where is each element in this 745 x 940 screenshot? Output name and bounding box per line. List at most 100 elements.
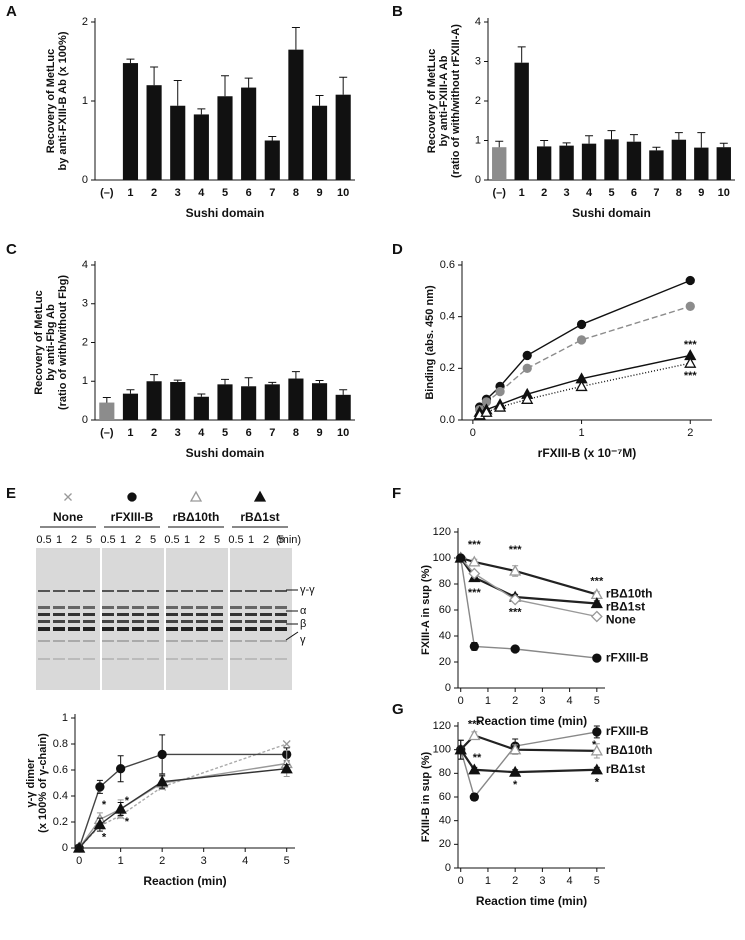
gel-band bbox=[275, 627, 287, 631]
x-axis-label: Sushi domain bbox=[572, 206, 651, 220]
bar bbox=[288, 378, 304, 420]
marker bbox=[509, 593, 522, 606]
gel-band bbox=[68, 590, 80, 592]
y-tick-label: 120 bbox=[433, 526, 451, 538]
gel-band bbox=[275, 620, 287, 623]
y-tick-label: 0.4 bbox=[53, 790, 68, 802]
y-tick-label: 20 bbox=[439, 838, 451, 850]
gel-band bbox=[68, 620, 80, 623]
gel-band bbox=[166, 658, 178, 660]
gel-band bbox=[211, 640, 223, 642]
gel-band bbox=[53, 590, 65, 592]
series-label: rBΔ10th bbox=[606, 587, 653, 601]
y-tick-label: 80 bbox=[439, 578, 451, 590]
gel-band bbox=[147, 627, 159, 631]
lane-label: 2 bbox=[263, 534, 269, 546]
bar bbox=[122, 63, 139, 180]
error-bar bbox=[197, 108, 206, 115]
x-axis-label: rFXIII-B (x 10⁻⁷M) bbox=[538, 446, 637, 460]
gel-band bbox=[245, 606, 257, 609]
error-bar bbox=[339, 76, 348, 95]
x-tick-label: 5 bbox=[594, 875, 600, 887]
x-tick-label: 2 bbox=[151, 187, 157, 199]
gel-band bbox=[102, 620, 114, 623]
lane-label: 5 bbox=[150, 534, 156, 546]
x-tick-label: 10 bbox=[718, 187, 730, 199]
gel-band bbox=[83, 590, 95, 592]
marker bbox=[282, 740, 291, 748]
bar bbox=[492, 147, 507, 180]
y-tick-label: 0.2 bbox=[53, 816, 68, 828]
bar bbox=[604, 139, 619, 180]
x-tick-label: 3 bbox=[201, 855, 207, 867]
marker bbox=[456, 553, 466, 563]
annotation: *** bbox=[468, 587, 482, 599]
legend-label: rBΔ1st bbox=[240, 510, 279, 524]
marker bbox=[468, 567, 481, 580]
y-axis-label: (ratio of with/without rFXIII-A) bbox=[450, 24, 462, 178]
marker bbox=[521, 392, 534, 404]
y-tick-label: 1 bbox=[82, 375, 88, 387]
marker bbox=[509, 743, 522, 755]
gel-band bbox=[38, 658, 50, 660]
x-tick-label: 2 bbox=[159, 855, 165, 867]
marker bbox=[493, 400, 507, 412]
y-tick-label: 1 bbox=[82, 95, 88, 107]
error-bar bbox=[221, 378, 229, 385]
marker bbox=[685, 301, 695, 311]
gel-band bbox=[181, 640, 193, 642]
gel-band bbox=[245, 620, 257, 623]
bar bbox=[264, 140, 280, 180]
marker bbox=[189, 490, 203, 502]
x-axis-label: Sushi domain bbox=[186, 446, 265, 460]
gel-band bbox=[83, 620, 95, 623]
gel-band bbox=[117, 590, 129, 592]
bar bbox=[217, 384, 233, 420]
gel-band bbox=[181, 606, 193, 609]
bar bbox=[146, 381, 162, 420]
error-bar bbox=[495, 140, 504, 148]
marker bbox=[522, 350, 532, 361]
y-axis-label: Recovery of MetLuc bbox=[45, 49, 57, 154]
gel-band bbox=[132, 620, 144, 623]
panel-label: F bbox=[392, 485, 401, 502]
x-tick-label: 4 bbox=[242, 855, 248, 867]
x-tick-label: 9 bbox=[316, 187, 322, 199]
panel-label: A bbox=[6, 3, 17, 20]
x-tick-label: 0 bbox=[470, 427, 476, 439]
y-tick-label: 0.0 bbox=[440, 414, 455, 426]
series-label: rBΔ10th bbox=[606, 743, 653, 757]
x-tick-label: 3 bbox=[539, 875, 545, 887]
gel-band bbox=[260, 590, 272, 592]
bar bbox=[335, 394, 351, 420]
bar bbox=[264, 384, 280, 420]
panel-label: E bbox=[6, 485, 16, 502]
lane-label: 0.5 bbox=[36, 534, 51, 546]
gel-band bbox=[245, 640, 257, 642]
gel-band bbox=[196, 590, 208, 592]
lane-label: 2 bbox=[71, 534, 77, 546]
gel-band bbox=[275, 590, 287, 592]
gel-band bbox=[166, 613, 178, 616]
bar bbox=[536, 146, 552, 180]
bar bbox=[217, 96, 233, 180]
gel-band bbox=[83, 606, 95, 609]
x-tick-label: 1 bbox=[127, 427, 133, 439]
gel-band bbox=[166, 590, 178, 592]
y-tick-label: 2 bbox=[82, 336, 88, 348]
gel-band bbox=[38, 590, 50, 592]
x-tick-label: 1 bbox=[118, 855, 124, 867]
gel-band bbox=[147, 640, 159, 642]
y-tick-label: 40 bbox=[439, 815, 451, 827]
error-bar bbox=[585, 135, 594, 144]
gel-band bbox=[83, 613, 95, 616]
x-tick-label: 10 bbox=[337, 427, 349, 439]
gel-band bbox=[102, 627, 114, 631]
error-bar bbox=[697, 132, 706, 148]
x-tick-label: 4 bbox=[198, 187, 205, 199]
x-tick-label: 6 bbox=[631, 187, 637, 199]
bar bbox=[514, 62, 529, 181]
bar bbox=[311, 383, 328, 420]
x-tick-label: 5 bbox=[222, 187, 228, 199]
annotation: *** bbox=[468, 539, 482, 551]
